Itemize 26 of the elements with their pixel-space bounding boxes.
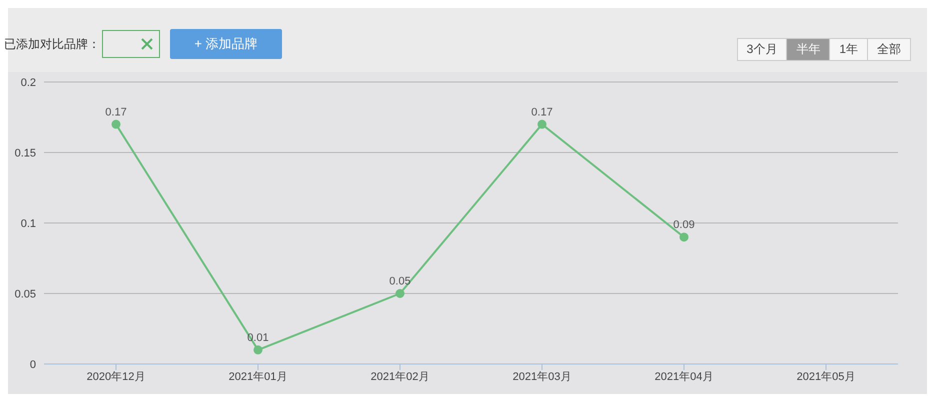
data-label: 0.05 xyxy=(389,276,411,288)
point xyxy=(538,120,546,129)
y-tick-label: 0.15 xyxy=(14,147,36,160)
text: 3个月 xyxy=(738,39,786,60)
text: 已添加对比品牌： xyxy=(4,36,100,52)
y-tick-label: 0 xyxy=(30,358,36,371)
data-label: 0.17 xyxy=(105,106,127,118)
text: 半年 xyxy=(786,39,830,60)
y-tick-label: 0.1 xyxy=(20,218,36,230)
point xyxy=(396,289,404,298)
y-tick-label: 0.05 xyxy=(14,288,36,300)
x-tick-label: 2021年01月 xyxy=(228,370,288,383)
x-tick-label: 2021年05月 xyxy=(796,370,856,383)
data-label: 0.09 xyxy=(673,219,695,232)
y-tick-label: 0.2 xyxy=(20,76,36,89)
text: + 添加品牌 xyxy=(170,29,282,59)
x-tick-label: 2021年04月 xyxy=(654,370,714,383)
data-label: 0.17 xyxy=(531,106,553,118)
text: 1年 xyxy=(829,39,867,60)
point xyxy=(112,120,120,129)
x-tick-label: 2021年03月 xyxy=(512,370,572,383)
x-tick-label: 2021年02月 xyxy=(370,370,430,383)
text: 全部 xyxy=(867,39,910,60)
point xyxy=(680,232,688,242)
x-tick-label: 2020年12月 xyxy=(86,370,146,383)
point xyxy=(254,345,262,354)
